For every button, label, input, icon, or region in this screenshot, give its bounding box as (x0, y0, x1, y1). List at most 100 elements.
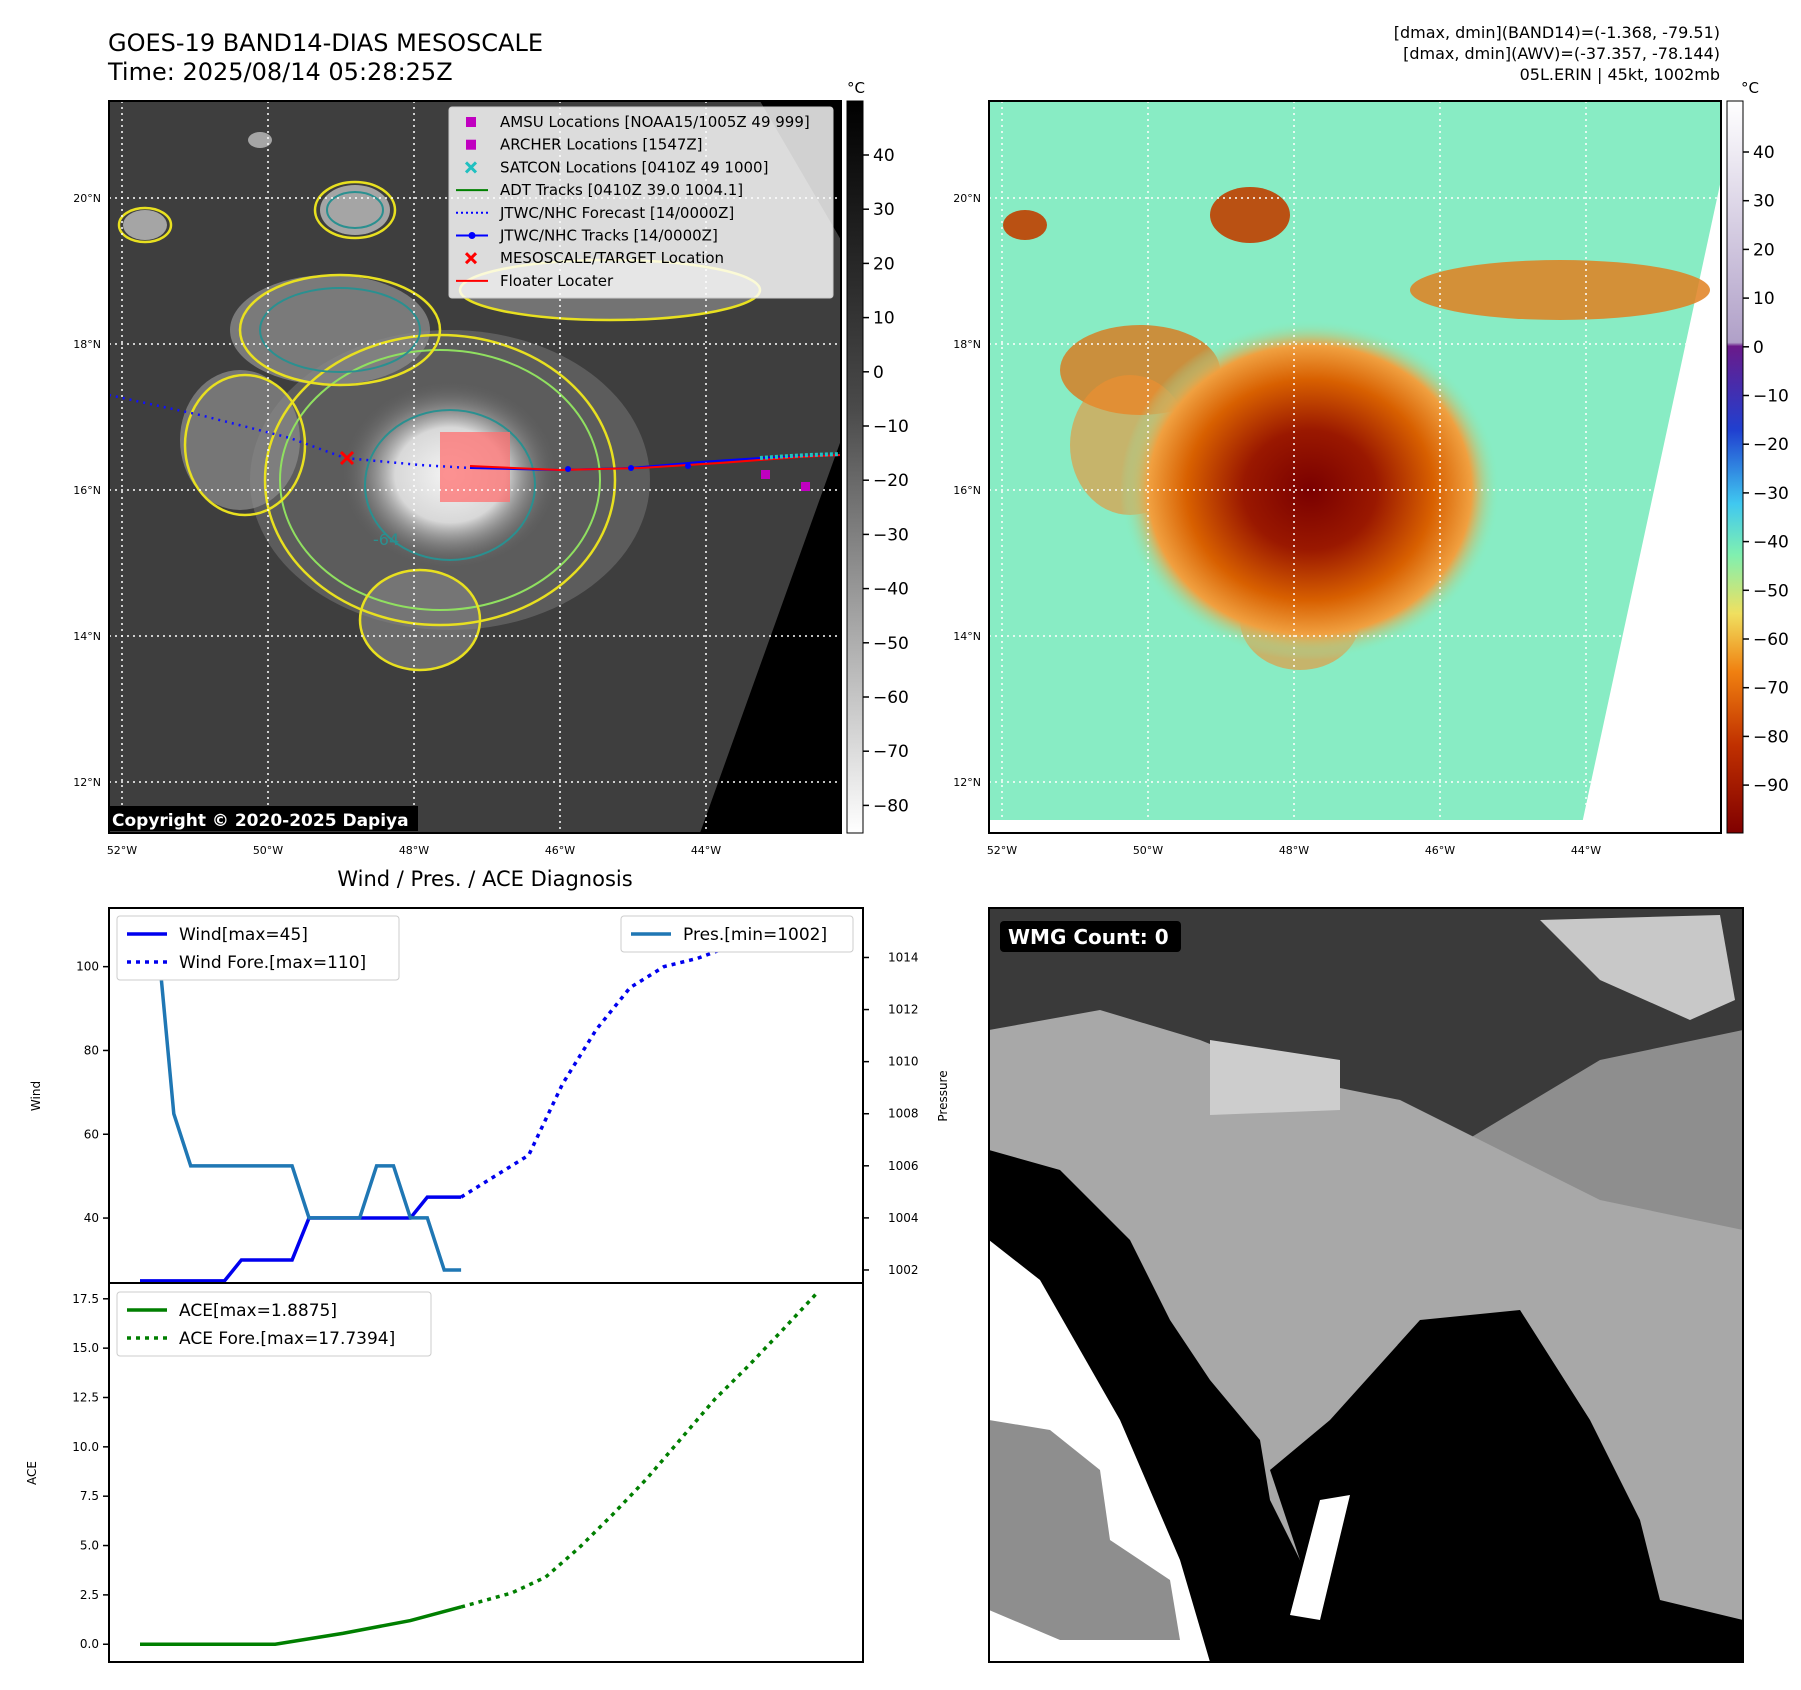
map2-lon-label: 46°W (1425, 844, 1455, 857)
wmg-bright-patch-top (1540, 915, 1735, 1020)
wind-legend-box (116, 915, 400, 981)
gray-colorbar-tick-label: −60 (873, 688, 909, 708)
gray-colorbar: °C 40 30 20 10 0 −10 −20 −30 −40 −50 −60 −70 −80 (846, 79, 909, 834)
color-colorbar-tick-label: −50 (1753, 581, 1789, 601)
gray-colorbar-tick-label: −30 (873, 525, 909, 545)
map2-nodata-bottom (989, 820, 1721, 833)
pressure-y-tick-label: 1010 (888, 1055, 919, 1069)
gray-colorbar-tick-label: 20 (873, 254, 895, 274)
color-colorbar-tick-label: −20 (1753, 435, 1789, 455)
ace-y-tick-label: 5.0 (80, 1539, 99, 1553)
color-colorbar-tick-label: −40 (1753, 533, 1789, 553)
wmg-black-arc (989, 1150, 1345, 1662)
legend-marker (464, 252, 478, 265)
map2-lon-label: 52°W (987, 844, 1017, 857)
track-points (565, 463, 691, 472)
copyright-box (108, 806, 418, 831)
pressure-y-tick-label: 1004 (888, 1211, 919, 1225)
wind-y-tick-label: 80 (84, 1043, 99, 1057)
wind-legend-label: Wind[max=45] (179, 925, 308, 945)
color-colorbar-tick-label: 40 (1753, 143, 1775, 163)
map-legend: AMSU Locations [NOAA15/1005Z 49 999] ARCH… (448, 106, 834, 299)
ace-series-line-1 (460, 1292, 818, 1609)
map2-lat-label: 20°N (953, 192, 981, 205)
map1-lat-label: 12°N (73, 776, 101, 789)
color-colorbar-tick-label: −70 (1753, 679, 1789, 699)
gray-colorbar-tick-label: −20 (873, 471, 909, 491)
ace-axis-label: ACE (25, 1461, 39, 1485)
stats-awv: [dmax, dmin](AWV)=(-37.357, -78.144) (1403, 44, 1720, 63)
wind-y-tick-label: 100 (76, 960, 99, 974)
map2-lat-label: 16°N (953, 484, 981, 497)
ace-y-tick-label: 10.0 (72, 1440, 99, 1454)
map2-lat-label: 12°N (953, 776, 981, 789)
series-line-0 (140, 1195, 462, 1283)
legend-label: JTWC/NHC Forecast [14/0000Z] (499, 204, 734, 222)
map1-lon-label: 48°W (399, 844, 429, 857)
wmg-white-streak (1290, 1495, 1350, 1620)
map1-lat-labels: 20°N 18°N 16°N 14°N 12°N (73, 192, 101, 789)
pressure-y-tick-label: 1008 (888, 1107, 919, 1121)
map1-lat-label: 18°N (73, 338, 101, 351)
ace-y-tick-label: 17.5 (72, 1292, 99, 1306)
legend-marker (466, 117, 476, 127)
pressure-y-tick-label: 1006 (888, 1159, 919, 1173)
pressure-legend-box (620, 915, 854, 953)
map2-lon-label: 48°W (1279, 844, 1309, 857)
ace-chart: ACE 0.0 2.5 5.0 7.5 10.0 12.5 15.0 17.5 ACE[max… (25, 1282, 864, 1663)
legend-label: ARCHER Locations [1547Z] (500, 136, 703, 154)
map1-lon-labels: 52°W 50°W 48°W 46°W 44°W (107, 844, 721, 857)
color-colorbar-tick-label: −90 (1753, 776, 1789, 796)
ir-grayscale-map: -64 (73, 100, 842, 857)
wind-legend-label: Wind Fore.[max=110] (179, 953, 366, 973)
figure-title: GOES-19 BAND14-DIAS MESOSCALE (108, 29, 543, 57)
map2-lat-label: 18°N (953, 338, 981, 351)
wmg-bright-patch (1210, 1040, 1340, 1115)
series-line-2 (140, 929, 462, 1272)
figure-time: Time: 2025/08/14 05:28:25Z (107, 58, 453, 86)
color-colorbar: °C 40 30 20 10 0 −10 −20 −30 −40 −50 −60 −70 −80 −90 (1726, 79, 1789, 834)
gray-colorbar-tick-label: 0 (873, 363, 884, 383)
ace-y-tick-label: 0.0 (80, 1637, 99, 1651)
color-colorbar-tick-label: −60 (1753, 630, 1789, 650)
gray-colorbar-tick-label: 40 (873, 146, 895, 166)
map2-lat-labels: 20°N 18°N 16°N 14°N 12°N (953, 192, 981, 789)
gray-colorbar-unit: °C (847, 79, 865, 97)
archer-marker (801, 482, 810, 491)
map1-lon-label: 46°W (545, 844, 575, 857)
wmg-label-box (1000, 921, 1181, 952)
legend-label: ADT Tracks [0410Z 39.0 1004.1] (500, 181, 743, 199)
map2-lat-label: 14°N (953, 630, 981, 643)
color-colorbar-tick-label: 20 (1753, 240, 1775, 260)
map1-lat-label: 14°N (73, 630, 101, 643)
legend-box (448, 106, 834, 299)
contour-label: -64 (373, 530, 399, 549)
map2-lon-label: 44°W (1571, 844, 1601, 857)
wind-y-tick-label: 40 (84, 1211, 99, 1225)
series-line-1 (460, 944, 733, 1199)
wmg-count-label: WMG Count: 0 (1008, 925, 1169, 949)
gray-colorbar-tick-label: −80 (873, 796, 909, 816)
wmg-panel: WMG Count: 0 (988, 907, 1744, 1663)
color-colorbar-tick-label: −80 (1753, 727, 1789, 747)
map2-frame (988, 100, 1722, 834)
diagnosis-title: Wind / Pres. / ACE Diagnosis (337, 867, 632, 891)
map2-lon-label: 50°W (1133, 844, 1163, 857)
ace-y-tick-label: 2.5 (80, 1588, 99, 1602)
legend-label: AMSU Locations [NOAA15/1005Z 49 999] (500, 113, 810, 131)
wind-pressure-chart: Wind Pressure 40 60 80 100 1002 1004 1006 1008 1… (29, 907, 950, 1284)
map2-gridlines (989, 101, 1721, 833)
color-colorbar-tick-label: 0 (1753, 338, 1764, 358)
legend-label: Floater Locater (500, 272, 614, 290)
wmg-black-region (1270, 1310, 1743, 1662)
color-colorbar-bar (1726, 100, 1744, 834)
wind-y-tick-label: 60 (84, 1127, 99, 1141)
ace-y-tick-label: 7.5 (80, 1489, 99, 1503)
color-colorbar-tick-label: −30 (1753, 484, 1789, 504)
wmg-gray-patch (989, 1420, 1180, 1640)
ace-y-tick-label: 15.0 (72, 1341, 99, 1355)
stats-storm: 05L.ERIN | 45kt, 1002mb (1520, 65, 1720, 84)
ace-legend-label: ACE[max=1.8875] (179, 1301, 337, 1321)
temperature-contours (117, 180, 762, 672)
